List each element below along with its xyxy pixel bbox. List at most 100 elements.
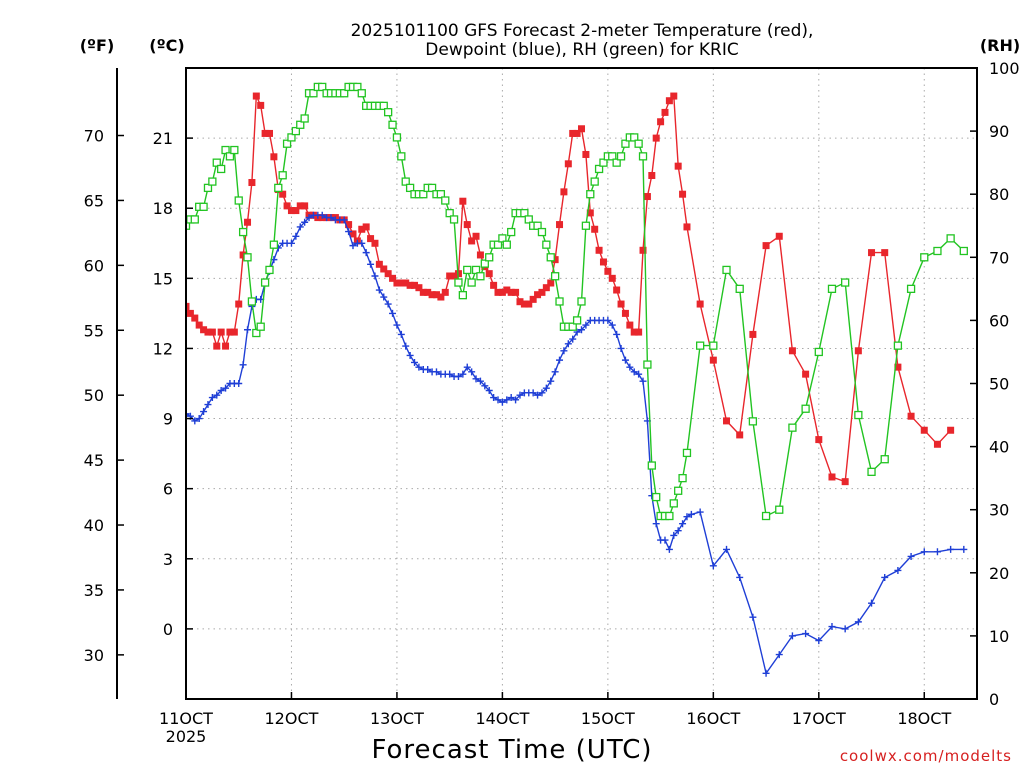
rh-point (880, 455, 889, 464)
rh-point (318, 82, 327, 92)
celsius-tick-label: 3 (163, 550, 173, 569)
temperature-point (252, 92, 260, 100)
rh-tick-label: 50 (989, 375, 1009, 394)
dewpoint-point (696, 508, 704, 516)
dewpoint-point (841, 625, 849, 633)
dewpoint-point (244, 326, 252, 334)
rh-tick-label: 30 (989, 501, 1009, 520)
fahrenheit-tick-label: 50 (84, 386, 104, 405)
temperature-point (397, 279, 405, 287)
dewpoint-point (621, 356, 629, 364)
x-tick-label: 14OCT (475, 709, 529, 728)
rh-point (436, 190, 446, 199)
temperature-point (490, 281, 498, 289)
rh-point (199, 202, 208, 211)
temperature-point (235, 300, 243, 308)
temperature-point (652, 134, 660, 142)
dewpoint-point (498, 398, 506, 406)
temperature-point (437, 293, 445, 301)
dewpoint-point (222, 384, 230, 392)
temperature-point (529, 295, 537, 303)
rh-point (827, 284, 837, 294)
rh-point (463, 265, 472, 275)
temperature-point (446, 272, 454, 280)
temperature-point (389, 274, 397, 282)
dewpoint-point (292, 232, 300, 240)
dewpoint-point (318, 211, 326, 219)
fahrenheit-unit-label: (ºF) (80, 36, 115, 55)
rh-point (537, 227, 547, 237)
fahrenheit-tick-label: 60 (84, 256, 104, 275)
temperature-point (933, 440, 941, 448)
rh-point (669, 499, 678, 508)
axes (116, 67, 978, 700)
rh-point (217, 164, 226, 174)
rh-point (485, 253, 494, 262)
rh-point (577, 297, 586, 306)
temperature-point (375, 260, 383, 268)
temperature-point (512, 288, 520, 296)
dewpoint-point (920, 548, 928, 556)
celsius-tick-label: 6 (163, 480, 173, 499)
rh-point (278, 171, 287, 180)
temperature-point (213, 342, 221, 350)
dewpoint-point (432, 368, 440, 376)
temperature-point (419, 288, 427, 296)
rh-point (493, 240, 503, 249)
rh-point (388, 120, 397, 129)
dewpoint-point (362, 249, 370, 257)
temperature-point (599, 258, 607, 266)
dewpoint-point (345, 228, 353, 236)
dewpoint-point (687, 510, 695, 518)
rh-point (735, 284, 744, 294)
dewpoint-point (529, 389, 537, 397)
temperature-point (265, 129, 273, 137)
dewpoint-point (881, 573, 889, 581)
dewpoint-point (512, 396, 520, 404)
temperature-point (907, 412, 915, 420)
dewpoint-point (468, 368, 476, 376)
dewpoint-point (208, 394, 216, 402)
fahrenheit-tick-label: 65 (84, 191, 104, 210)
dewpoint-point (608, 321, 616, 329)
dewpoint-point (481, 382, 489, 390)
temperature-point (643, 193, 651, 201)
dewpoint-point (367, 260, 375, 268)
temperature-point (296, 202, 304, 210)
temperature-point (802, 370, 810, 378)
rh-point (630, 133, 639, 142)
celsius-tick-label: 21 (153, 129, 173, 148)
rh-point (568, 322, 577, 331)
temperature-point (450, 272, 458, 280)
dewpoint-point (775, 651, 783, 659)
temperature-point (608, 274, 616, 282)
rh-point (274, 183, 283, 193)
rh-point (405, 183, 415, 193)
dewpoint-point (828, 623, 836, 631)
celsius-unit-label: (ºC) (149, 36, 184, 55)
rh-point (761, 511, 771, 521)
temperature-point (367, 235, 375, 243)
temperature-point (406, 281, 414, 289)
rh-point (893, 341, 903, 350)
rh-point (230, 145, 239, 155)
dewpoint-point (454, 372, 462, 380)
dewpoint-point (415, 363, 423, 371)
rh-point (788, 423, 797, 432)
dewpoint-point (476, 377, 484, 385)
dewpoint-point (551, 368, 559, 376)
temperature-point (626, 321, 634, 329)
dewpoint-point (569, 335, 577, 343)
temperature-point (257, 101, 265, 109)
dewpoint-point (788, 632, 796, 640)
rh-point (546, 253, 555, 262)
temperature-point (854, 347, 862, 355)
dewpoint-point (375, 286, 383, 294)
dewpoint-point (736, 573, 744, 581)
temperature-point (186, 302, 190, 310)
rh-point (353, 82, 362, 92)
temperature-point (591, 225, 599, 233)
rh-point (186, 221, 191, 230)
x-tick-label: 15OCT (581, 709, 635, 728)
